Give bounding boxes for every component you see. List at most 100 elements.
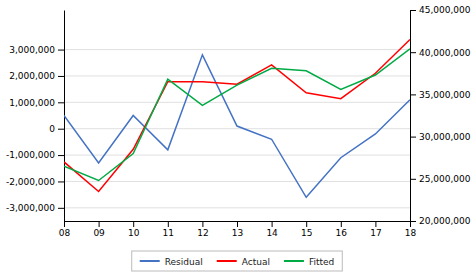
tick-label: 16 (336, 228, 348, 238)
tick-label: -3,000,000 (6, 203, 55, 213)
tick-label: 3,000,000 (9, 45, 55, 55)
tick-mark (64, 221, 65, 227)
tick-label: 2,000,000 (9, 71, 55, 81)
tick: -1,000,000 (6, 150, 64, 160)
tick: -3,000,000 (6, 203, 64, 213)
tick-label: 15 (301, 228, 312, 238)
tick-label: 12 (197, 228, 208, 238)
tick-mark (58, 76, 64, 77)
tick-label: 20,000,000 (419, 216, 471, 226)
plot: 08 09 10 11 12 13 14 15 16 17 18 -3,000,000 -2,000,0… (6, 5, 471, 238)
tick: 16 (336, 221, 348, 238)
tick-mark (58, 181, 64, 182)
legend-swatch (217, 260, 237, 262)
tick: 11 (163, 221, 174, 238)
tick-label: 0 (49, 124, 55, 134)
tick-label: 09 (93, 228, 105, 238)
legend-item: Residual (140, 257, 203, 267)
legend: Residual Actual Fitted (132, 251, 343, 271)
tick: 25,000,000 (410, 174, 471, 184)
axis-line (410, 11, 411, 222)
tick-label: 40,000,000 (419, 48, 471, 58)
tick-mark (306, 221, 307, 227)
grid-line (64, 102, 410, 103)
legend-label: Actual (242, 257, 270, 267)
tick-mark (272, 221, 273, 227)
tick-label: 14 (266, 228, 278, 238)
grid-line (64, 128, 410, 129)
tick: 12 (197, 221, 208, 238)
tick: 14 (266, 221, 278, 238)
series-line (64, 49, 410, 181)
tick-mark (58, 102, 64, 103)
tick-label: 18 (405, 228, 417, 238)
grid-line (64, 49, 410, 50)
legend-swatch (284, 260, 304, 262)
tick-label: 17 (370, 228, 381, 238)
legend-item: Actual (217, 257, 270, 267)
tick: 40,000,000 (410, 48, 471, 58)
tick-label: 08 (59, 228, 71, 238)
tick-label: 35,000,000 (419, 90, 471, 100)
legend-item: Fitted (284, 257, 334, 267)
tick: 18 (405, 221, 417, 238)
tick: 08 (59, 221, 71, 238)
tick-mark (99, 221, 100, 227)
tick: -2,000,000 (6, 177, 64, 187)
series-group (64, 40, 410, 198)
series-line (64, 40, 410, 192)
tick: 20,000,000 (410, 216, 471, 226)
tick-label: 45,000,000 (419, 5, 471, 15)
tick-label: 30,000,000 (419, 132, 471, 142)
tick-label: 13 (232, 228, 243, 238)
tick-mark (341, 221, 342, 227)
tick: 13 (232, 221, 243, 238)
tick: 3,000,000 (9, 45, 64, 55)
tick: 1,000,000 (9, 98, 64, 108)
tick-mark (375, 221, 376, 227)
tick-mark (410, 137, 416, 138)
tick-mark (410, 94, 416, 95)
tick-label: 1,000,000 (9, 98, 55, 108)
tick: 35,000,000 (410, 90, 471, 100)
grid-line (64, 75, 410, 76)
series-line (64, 55, 410, 197)
grid-line (64, 181, 410, 182)
tick-mark (410, 52, 416, 53)
tick-mark (410, 179, 416, 180)
tick: 10 (128, 221, 140, 238)
legend-label: Fitted (309, 257, 334, 267)
y2-axis: 20,000,000 25,000,000 30,000,000 35,000,000… (410, 5, 471, 226)
tick-mark (58, 155, 64, 156)
tick-mark (410, 10, 416, 11)
legend-swatch (140, 260, 160, 262)
tick-label: 11 (163, 228, 174, 238)
tick-label: -1,000,000 (6, 150, 55, 160)
tick-label: 25,000,000 (419, 174, 471, 184)
tick-mark (168, 221, 169, 227)
tick-mark (410, 221, 416, 222)
legend-label: Residual (165, 257, 203, 267)
tick-mark (237, 221, 238, 227)
tick: 2,000,000 (9, 71, 64, 81)
tick-mark (58, 129, 64, 130)
tick-mark (202, 221, 203, 227)
legend-frame (132, 251, 343, 271)
tick-mark (58, 50, 64, 51)
tick: 09 (93, 221, 105, 238)
tick-mark (58, 208, 64, 209)
tick: 17 (370, 221, 381, 238)
tick-label: 10 (128, 228, 140, 238)
y-axis: -3,000,000 -2,000,000 -1,000,000 0 1,000,000… (6, 11, 65, 222)
grid-line (64, 155, 410, 156)
chart: 08 09 10 11 12 13 14 15 16 17 18 -3,000,000 -2,000,0… (0, 0, 474, 275)
tick: 30,000,000 (410, 132, 471, 142)
grid (64, 50, 410, 208)
x-axis: 08 09 10 11 12 13 14 15 16 17 18 (59, 221, 417, 238)
tick-label: -2,000,000 (6, 177, 55, 187)
tick-mark (133, 221, 134, 227)
tick: 15 (301, 221, 312, 238)
tick: 45,000,000 (410, 5, 471, 15)
tick: 0 (49, 124, 64, 134)
grid-line (64, 207, 410, 208)
